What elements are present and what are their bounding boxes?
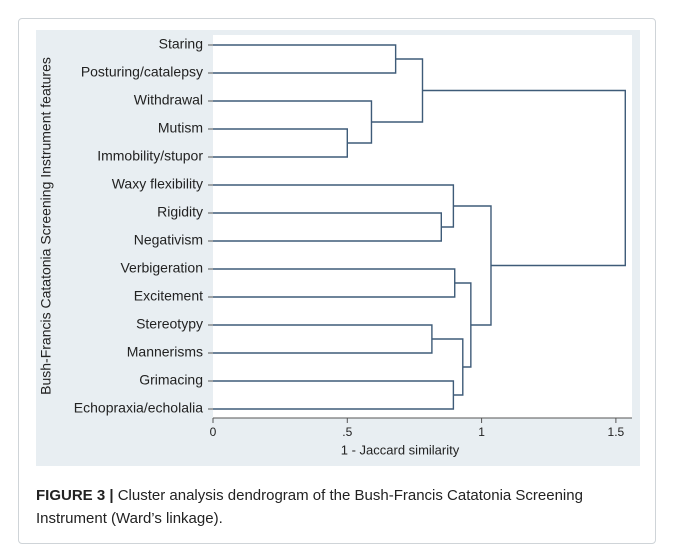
dendrogram-link (454, 282, 472, 368)
figure-frame (18, 18, 656, 544)
leaf-label: Excitement (134, 288, 203, 304)
caption: FIGURE 3 | Cluster analysis dendrogram o… (36, 484, 636, 530)
x-tick-label: 1 (478, 425, 485, 439)
x-tick-label: 0 (210, 425, 217, 439)
leaf-label: Grimacing (139, 372, 203, 388)
leaf-label: Verbigeration (120, 260, 203, 276)
leaf-label: Immobility/stupor (97, 148, 203, 164)
leaf-label: Withdrawal (134, 92, 203, 108)
dendrogram-link (213, 44, 397, 74)
caption-label: FIGURE 3 | (36, 487, 114, 504)
dendrogram-link (431, 338, 464, 396)
x-tick-label: .5 (342, 425, 352, 439)
leaf-label: Mannerisms (127, 344, 203, 360)
leaf-label: Echopraxia/echolalia (74, 400, 203, 416)
leaf-label: Posturing/catalepsy (81, 64, 203, 80)
leaf-label: Staring (159, 36, 203, 52)
leaf-label: Rigidity (157, 204, 203, 220)
leaf-label: Mutism (158, 120, 203, 136)
y-axis-label: Bush-Francis Catatonia Screening Instrum… (38, 57, 54, 395)
caption-text: Cluster analysis dendrogram of the Bush-… (36, 487, 583, 527)
x-tick-label: 1.5 (608, 425, 625, 439)
dendrogram-link (453, 205, 492, 326)
leaf-label: Stereotypy (136, 316, 203, 332)
leaf-label: Waxy flexibility (112, 176, 203, 192)
x-axis-label: 1 - Jaccard similarity (341, 442, 460, 457)
dendrogram-link (422, 89, 626, 267)
dendrogram-link (213, 212, 443, 242)
leaf-label: Negativism (134, 232, 203, 248)
